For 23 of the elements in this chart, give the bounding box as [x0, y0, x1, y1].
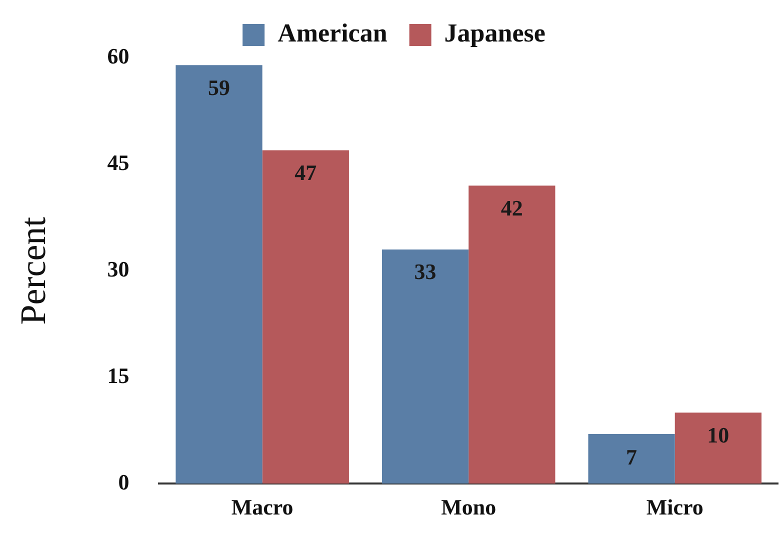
- y-axis-title: Percent: [13, 216, 54, 325]
- bar: [588, 434, 675, 484]
- data-label: 47: [294, 160, 317, 185]
- data-label: 59: [208, 74, 230, 100]
- y-tick-label: 30: [107, 256, 130, 282]
- data-label: 7: [626, 444, 638, 470]
- bar: [382, 250, 469, 484]
- bar: [468, 186, 556, 484]
- legend-label: Japanese: [444, 18, 546, 48]
- bar: [176, 65, 262, 484]
- data-label: 10: [707, 422, 730, 448]
- y-tick-label: 60: [107, 44, 130, 69]
- x-tick-label: Micro: [646, 494, 704, 520]
- x-tick-label: Mono: [441, 494, 496, 520]
- y-tick-label: 15: [107, 362, 130, 388]
- data-label: 42: [500, 195, 523, 220]
- bar: [674, 412, 762, 484]
- y-tick-label: 0: [118, 469, 130, 494]
- data-label: 33: [414, 259, 436, 284]
- y-tick-label: 45: [107, 150, 130, 176]
- legend-label: American: [278, 18, 388, 48]
- bar: [262, 150, 349, 484]
- x-tick-label: Macro: [231, 494, 294, 520]
